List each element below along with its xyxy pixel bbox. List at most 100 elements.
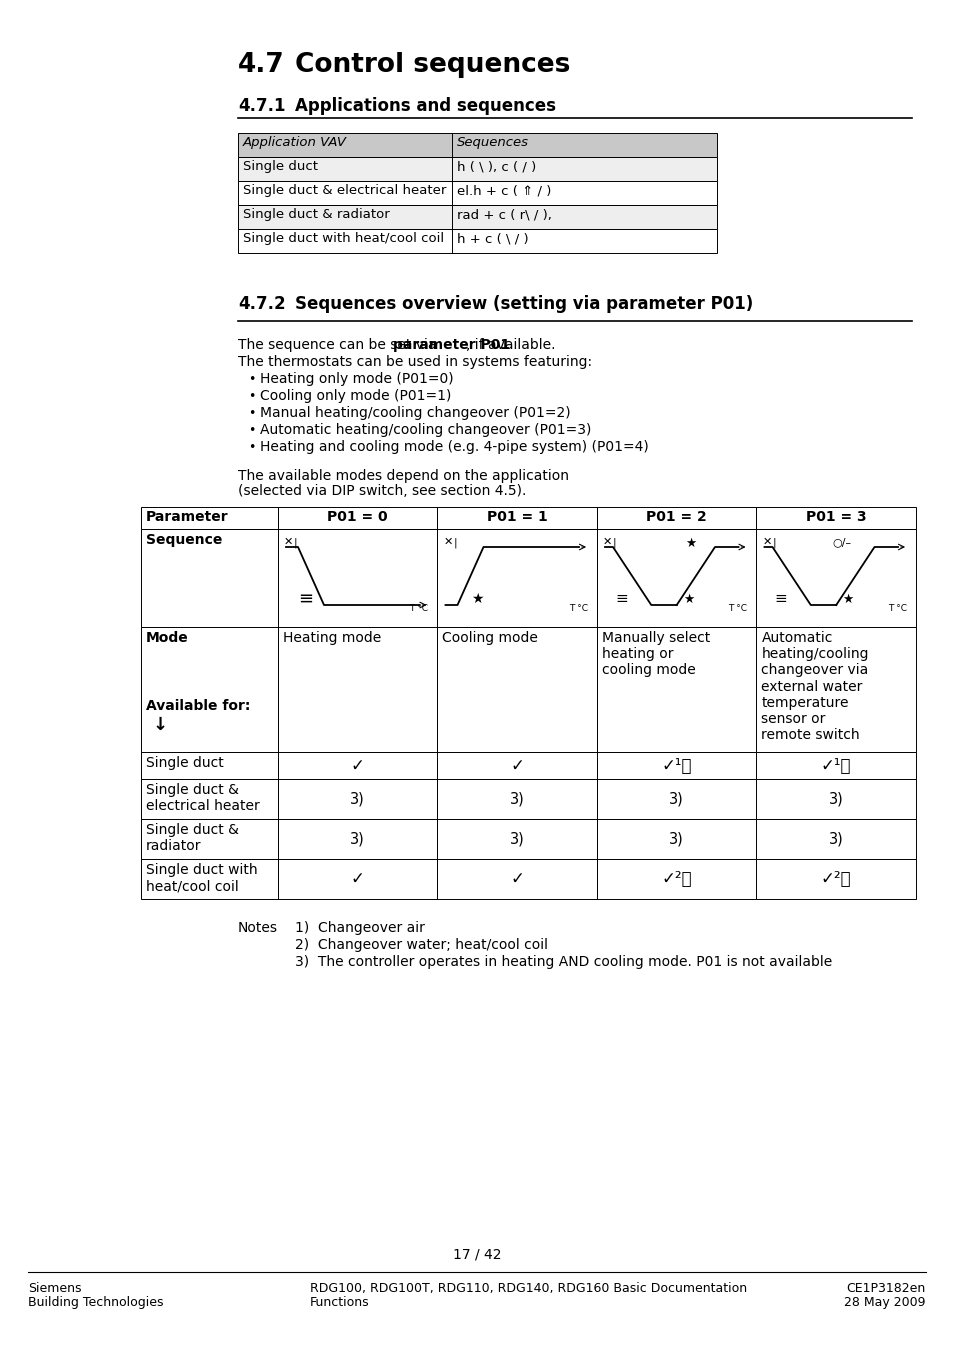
Bar xyxy=(237,157,717,181)
Text: •: • xyxy=(248,441,255,454)
Text: 3): 3) xyxy=(669,832,683,846)
Text: ✓: ✓ xyxy=(510,869,523,888)
Bar xyxy=(277,508,437,529)
Text: h ( \ ), c ( / ): h ( \ ), c ( / ) xyxy=(456,161,536,173)
Text: Heating mode: Heating mode xyxy=(283,630,381,645)
Text: |: | xyxy=(453,537,456,548)
Bar xyxy=(756,779,915,819)
Text: ✓¹⧉: ✓¹⧉ xyxy=(660,756,691,775)
Text: Single duct: Single duct xyxy=(146,756,224,770)
Text: P01 = 3: P01 = 3 xyxy=(805,510,865,524)
Text: 4.7.1: 4.7.1 xyxy=(237,97,285,115)
Bar xyxy=(141,529,277,626)
Bar xyxy=(437,859,597,899)
Text: 3)  The controller operates in heating AND cooling mode. P01 is not available: 3) The controller operates in heating AN… xyxy=(294,954,831,969)
Text: ✓: ✓ xyxy=(351,756,364,775)
Text: ✓¹⧉: ✓¹⧉ xyxy=(821,756,851,775)
Text: T °C: T °C xyxy=(728,603,747,613)
Text: T °C: T °C xyxy=(887,603,906,613)
Bar xyxy=(437,508,597,529)
Bar xyxy=(141,779,277,819)
Bar xyxy=(597,752,756,779)
Bar xyxy=(277,779,437,819)
Text: ✕: ✕ xyxy=(443,537,453,547)
Bar xyxy=(141,508,277,529)
Bar xyxy=(756,859,915,899)
Bar xyxy=(141,859,277,899)
Text: Building Technologies: Building Technologies xyxy=(28,1296,163,1310)
Bar xyxy=(756,529,915,626)
Bar xyxy=(437,626,597,752)
Text: ★: ★ xyxy=(841,593,853,606)
Text: Single duct &
radiator: Single duct & radiator xyxy=(146,824,238,853)
Text: Single duct & electrical heater: Single duct & electrical heater xyxy=(243,184,446,197)
Text: 3): 3) xyxy=(350,832,365,846)
Text: The thermostats can be used in systems featuring:: The thermostats can be used in systems f… xyxy=(237,355,592,369)
Text: 3): 3) xyxy=(828,791,842,806)
Bar xyxy=(597,779,756,819)
Text: ✓²⧉: ✓²⧉ xyxy=(660,869,691,888)
Bar xyxy=(277,529,437,626)
Text: rad + c ( r\ / ),: rad + c ( r\ / ), xyxy=(456,208,551,221)
Text: Single duct with
heat/cool coil: Single duct with heat/cool coil xyxy=(146,863,257,894)
Text: Siemens: Siemens xyxy=(28,1282,81,1295)
Text: 3): 3) xyxy=(828,832,842,846)
Text: •: • xyxy=(248,390,255,404)
Bar xyxy=(277,626,437,752)
Bar xyxy=(437,779,597,819)
Text: , if available.: , if available. xyxy=(465,338,555,352)
Bar xyxy=(237,205,717,230)
Text: |: | xyxy=(613,537,616,548)
Bar xyxy=(597,819,756,859)
Text: h + c ( \ / ): h + c ( \ / ) xyxy=(456,232,528,244)
Text: ✓²⧉: ✓²⧉ xyxy=(821,869,851,888)
Bar xyxy=(437,529,597,626)
Text: ≡: ≡ xyxy=(297,590,313,608)
Text: 3): 3) xyxy=(509,791,524,806)
Text: ↓: ↓ xyxy=(152,716,168,734)
Text: Automatic
heating/cooling
changeover via
external water
temperature
sensor or
re: Automatic heating/cooling changeover via… xyxy=(760,630,868,743)
Text: |: | xyxy=(772,537,776,548)
Text: ≡: ≡ xyxy=(774,591,786,606)
Text: Single duct: Single duct xyxy=(243,161,317,173)
Text: RDG100, RDG100T, RDG110, RDG140, RDG160 Basic Documentation: RDG100, RDG100T, RDG110, RDG140, RDG160 … xyxy=(310,1282,746,1295)
Text: ✓: ✓ xyxy=(510,756,523,775)
Bar xyxy=(756,819,915,859)
Bar xyxy=(597,508,756,529)
Text: Control sequences: Control sequences xyxy=(294,53,570,78)
Text: Single duct & radiator: Single duct & radiator xyxy=(243,208,390,221)
Text: (selected via DIP switch, see section 4.5).: (selected via DIP switch, see section 4.… xyxy=(237,485,526,498)
Text: 4.7: 4.7 xyxy=(237,53,284,78)
Text: •: • xyxy=(248,373,255,386)
Text: Parameter: Parameter xyxy=(146,510,229,524)
Bar xyxy=(237,230,717,252)
Bar xyxy=(141,752,277,779)
Text: •: • xyxy=(248,406,255,420)
Text: 17 / 42: 17 / 42 xyxy=(453,1247,500,1262)
Text: T °C: T °C xyxy=(409,603,428,613)
Text: ✕: ✕ xyxy=(284,537,294,547)
Text: The available modes depend on the application: The available modes depend on the applic… xyxy=(237,468,568,483)
Text: Sequences overview (setting via parameter P01): Sequences overview (setting via paramete… xyxy=(294,296,753,313)
Text: CE1P3182en: CE1P3182en xyxy=(846,1282,925,1295)
Text: ✕: ✕ xyxy=(602,537,612,547)
Bar xyxy=(237,134,717,157)
Text: Heating only mode (P01=0): Heating only mode (P01=0) xyxy=(260,373,453,386)
Bar xyxy=(277,859,437,899)
Text: 3): 3) xyxy=(669,791,683,806)
Text: 3): 3) xyxy=(509,832,524,846)
Text: Applications and sequences: Applications and sequences xyxy=(294,97,556,115)
Text: Manually select
heating or
cooling mode: Manually select heating or cooling mode xyxy=(601,630,709,678)
Text: Mode: Mode xyxy=(146,630,189,645)
Text: Automatic heating/cooling changeover (P01=3): Automatic heating/cooling changeover (P0… xyxy=(260,423,591,437)
Text: P01 = 0: P01 = 0 xyxy=(327,510,388,524)
Text: Manual heating/cooling changeover (P01=2): Manual heating/cooling changeover (P01=2… xyxy=(260,406,570,420)
Bar xyxy=(756,626,915,752)
Text: Cooling mode: Cooling mode xyxy=(442,630,537,645)
Bar xyxy=(237,181,717,205)
Text: The sequence can be set via: The sequence can be set via xyxy=(237,338,440,352)
Text: ○/–: ○/– xyxy=(831,537,850,547)
Text: ★: ★ xyxy=(471,593,483,606)
Bar xyxy=(437,752,597,779)
Bar xyxy=(756,508,915,529)
